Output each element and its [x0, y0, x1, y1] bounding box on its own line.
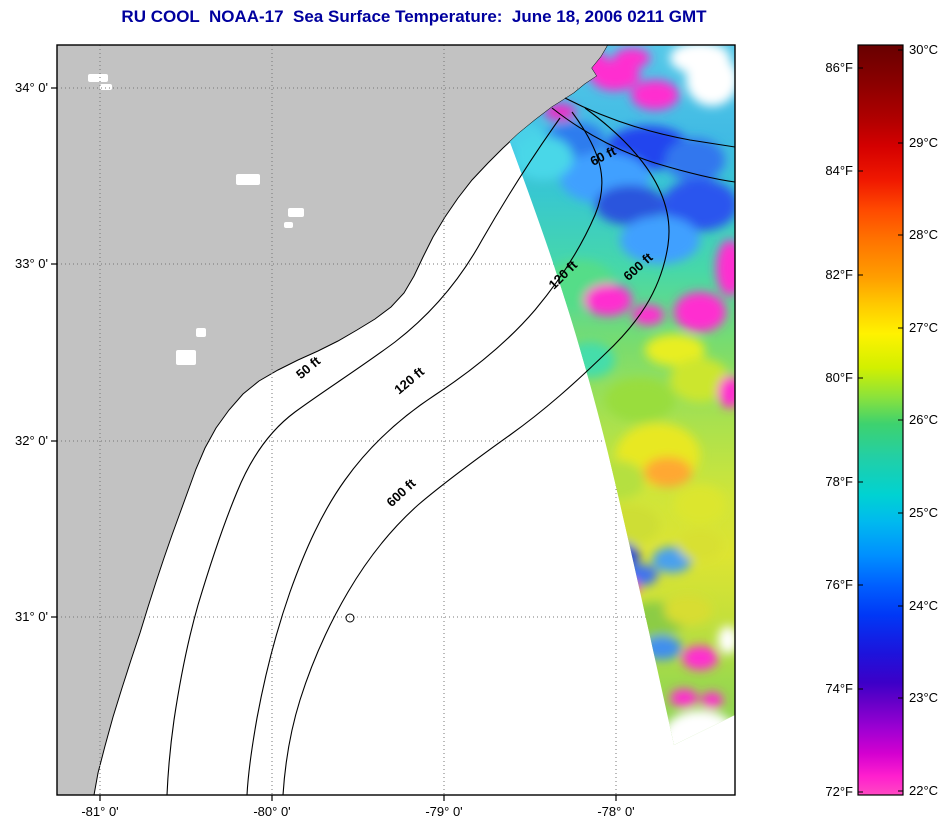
x-tick-label: -78° 0': [597, 804, 634, 817]
y-tick-label: 34° 0': [15, 80, 48, 95]
colorbar-fahrenheit-label: 76°F: [825, 577, 853, 592]
land-cloud-gap: [196, 328, 206, 337]
depth-contour: [166, 117, 561, 795]
y-tick-label: 33° 0': [15, 256, 48, 271]
depth-contour: [246, 111, 603, 795]
colorbar-celsius-label: 25°C: [909, 505, 938, 520]
x-tick-label: -79° 0': [425, 804, 462, 817]
colorbar-fahrenheit-label: 84°F: [825, 163, 853, 178]
land-cloud-gap: [288, 208, 304, 217]
colorbar-celsius-label: 22°C: [909, 783, 938, 798]
land-region: [57, 45, 609, 795]
sst-patch: [686, 54, 735, 106]
sst-patch: [674, 292, 726, 332]
sst-patch: [716, 240, 735, 296]
colorbar: [857, 44, 904, 796]
colorbar-fahrenheit-label: 86°F: [825, 60, 853, 75]
colorbar-celsius-label: 29°C: [909, 135, 938, 150]
sst-patch: [701, 692, 723, 708]
sst-patch: [644, 457, 692, 487]
sst-patch: [632, 305, 664, 325]
colorbar-fahrenheit-label: 78°F: [825, 474, 853, 489]
sst-patch: [605, 378, 675, 422]
sst-patch: [662, 179, 735, 231]
colorbar-celsius-label: 27°C: [909, 320, 938, 335]
sst-patch: [645, 334, 705, 366]
sst-patch: [631, 80, 679, 110]
depth-contour-ring: [345, 613, 355, 623]
colorbar-fahrenheit-label: 72°F: [825, 784, 853, 799]
sst-patch: [682, 646, 718, 670]
sst-patch: [670, 358, 730, 402]
depth-contour: [282, 107, 670, 795]
sst-patch: [584, 284, 632, 316]
land-cloud-gap: [284, 222, 293, 228]
colorbar-celsius-label: 24°C: [909, 598, 938, 613]
colorbar-celsius-label: 28°C: [909, 227, 938, 242]
colorbar-fahrenheit-label: 80°F: [825, 370, 853, 385]
sst-patch: [670, 689, 698, 707]
plot-frame: [56, 44, 736, 796]
sst-patch: [718, 376, 735, 408]
land-cloud-gap: [176, 350, 196, 365]
land-cloud-gap: [88, 74, 108, 82]
page-title: RU COOL NOAA-17 Sea Surface Temperature:…: [121, 7, 707, 26]
sst-patch: [595, 185, 665, 225]
y-tick-label: 32° 0': [15, 433, 48, 448]
sst-patch: [665, 138, 725, 182]
sst-patch: [544, 103, 576, 121]
sst-patch: [678, 529, 722, 561]
land-cloud-gap: [236, 174, 260, 185]
colorbar-fahrenheit-label: 74°F: [825, 681, 853, 696]
sst-patch: [718, 626, 735, 654]
sst-patch: [620, 216, 700, 264]
colorbar-celsius-label: 23°C: [909, 690, 938, 705]
sst-patch: [674, 485, 726, 525]
colorbar-celsius-label: 30°C: [909, 42, 938, 57]
depth-contour: [564, 97, 735, 148]
x-tick-label: -80° 0': [253, 804, 290, 817]
colorbar-fahrenheit-label: 82°F: [825, 267, 853, 282]
sst-patch: [664, 595, 712, 625]
depth-contour: [551, 107, 735, 183]
land-cloud-gap: [100, 84, 112, 90]
colorbar-celsius-label: 26°C: [909, 412, 938, 427]
x-tick-label: -81° 0': [81, 804, 118, 817]
y-tick-label: 31° 0': [15, 609, 48, 624]
sst-patch: [513, 136, 573, 180]
sst-patch: [614, 48, 650, 68]
